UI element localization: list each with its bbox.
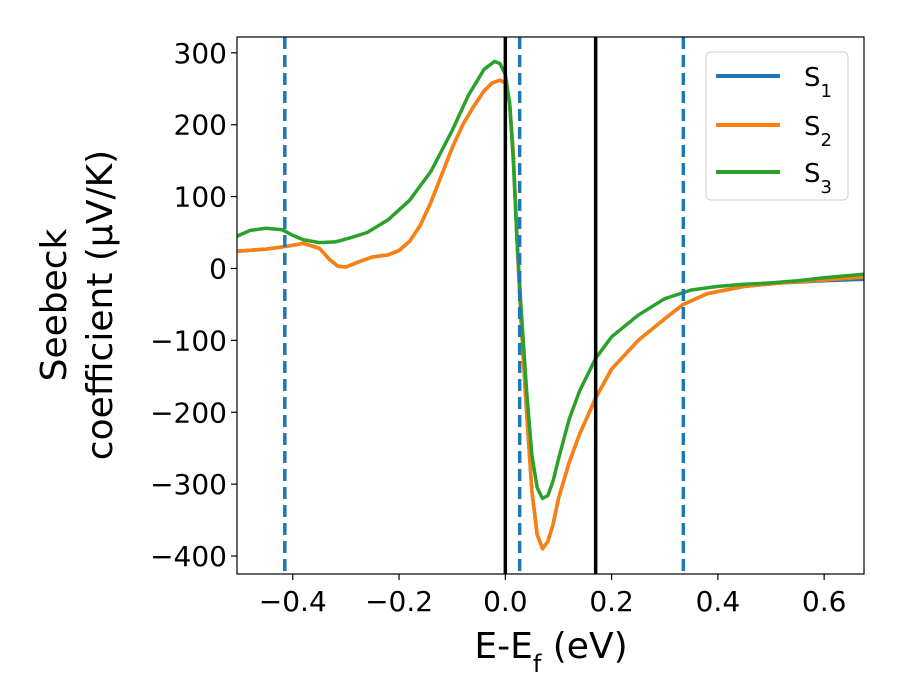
y-axis-title-line2: coefficient (μV/K) <box>80 150 121 460</box>
y-axis-title-line1: Seebeck <box>34 228 75 381</box>
legend-label-s1: S1 <box>804 63 832 102</box>
x-tick-label: 0.0 <box>483 585 528 618</box>
axes-frame <box>236 36 865 575</box>
x-tick-label: 0.2 <box>589 585 634 618</box>
x-axis-title: E-Ef (eV) <box>474 626 627 678</box>
y-axis-ticks: 300 200 100 0 −100 −200 −300 −400 <box>150 37 237 573</box>
x-axis-ticks: −0.4 −0.2 0.0 0.2 0.4 0.6 <box>259 574 847 618</box>
y-tick-label: 0 <box>209 252 227 285</box>
plot-marks <box>237 37 864 574</box>
legend-label-s2: S2 <box>804 112 832 151</box>
x-tick-label: 0.4 <box>696 585 741 618</box>
legend-label-s3: S3 <box>804 159 832 198</box>
y-tick-label: −200 <box>150 396 227 429</box>
plot-area <box>237 37 864 574</box>
legend: S1 S2 S3 <box>705 51 849 201</box>
y-tick-label: 200 <box>174 109 227 142</box>
series-line-s3 <box>237 59 864 501</box>
x-tick-label: 0.6 <box>802 585 847 618</box>
y-tick-label: 300 <box>174 37 227 70</box>
y-tick-label: −100 <box>150 324 227 357</box>
x-tick-label: −0.2 <box>365 585 433 618</box>
x-tick-label: −0.4 <box>259 585 327 618</box>
y-tick-label: 100 <box>174 181 227 214</box>
y-tick-label: −400 <box>150 540 227 573</box>
y-tick-label: −300 <box>150 468 227 501</box>
